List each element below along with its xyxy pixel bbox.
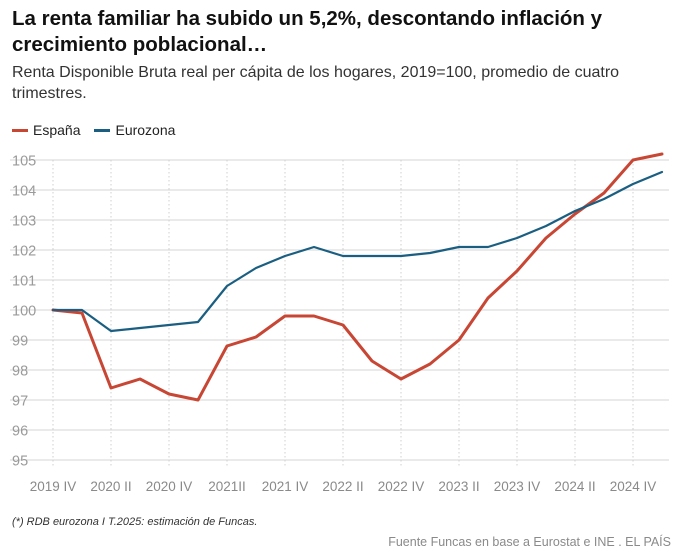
y-tick-label: 97 [12,394,28,410]
x-tick-label: 2021 IV [262,479,309,494]
chart-title: La renta familiar ha subido un 5,2%, des… [12,7,603,56]
x-tick-label: 2020 II [90,479,131,494]
legend: España Eurozona [12,121,189,139]
y-tick-label: 96 [12,424,28,440]
legend-swatch-eurozona [94,128,111,132]
footnote: (*) RDB eurozona I T.2025: estimación de… [12,516,258,528]
y-tick-label: 101 [12,274,36,290]
chart-subtitle: Renta Disponible Bruta real per cápita d… [12,64,620,102]
y-tick-label: 104 [12,184,36,200]
x-tick-label: 2022 II [322,479,363,494]
x-tick-label: 2024 II [554,479,595,494]
y-tick-label: 98 [12,364,28,380]
x-tick-label: 2023 II [438,479,479,494]
x-tick-label: 2022 IV [378,479,425,494]
x-tick-label: 2021II [208,479,246,494]
x-tick-label: 2024 IV [610,479,657,494]
x-tick-label: 2019 IV [30,479,77,494]
legend-label-eurozona: Eurozona [115,122,176,138]
y-tick-label: 102 [12,244,36,260]
y-tick-label: 95 [12,454,28,470]
legend-item-espana: España [12,122,80,138]
legend-label-espana: España [33,122,81,138]
y-tick-label: 105 [12,154,36,170]
series-line-espana [51,152,664,402]
y-tick-label: 100 [12,304,36,320]
legend-item-eurozona: Eurozona [94,122,175,138]
x-tick-label: 2020 IV [146,479,193,494]
series-line-eurozona [51,170,664,333]
y-tick-label: 103 [12,214,36,230]
y-tick-label: 99 [12,334,28,350]
source-credit: Fuente Funcas en base a Eurostat e INE .… [388,535,671,549]
legend-swatch-espana [12,128,28,132]
x-tick-label: 2023 IV [494,479,541,494]
